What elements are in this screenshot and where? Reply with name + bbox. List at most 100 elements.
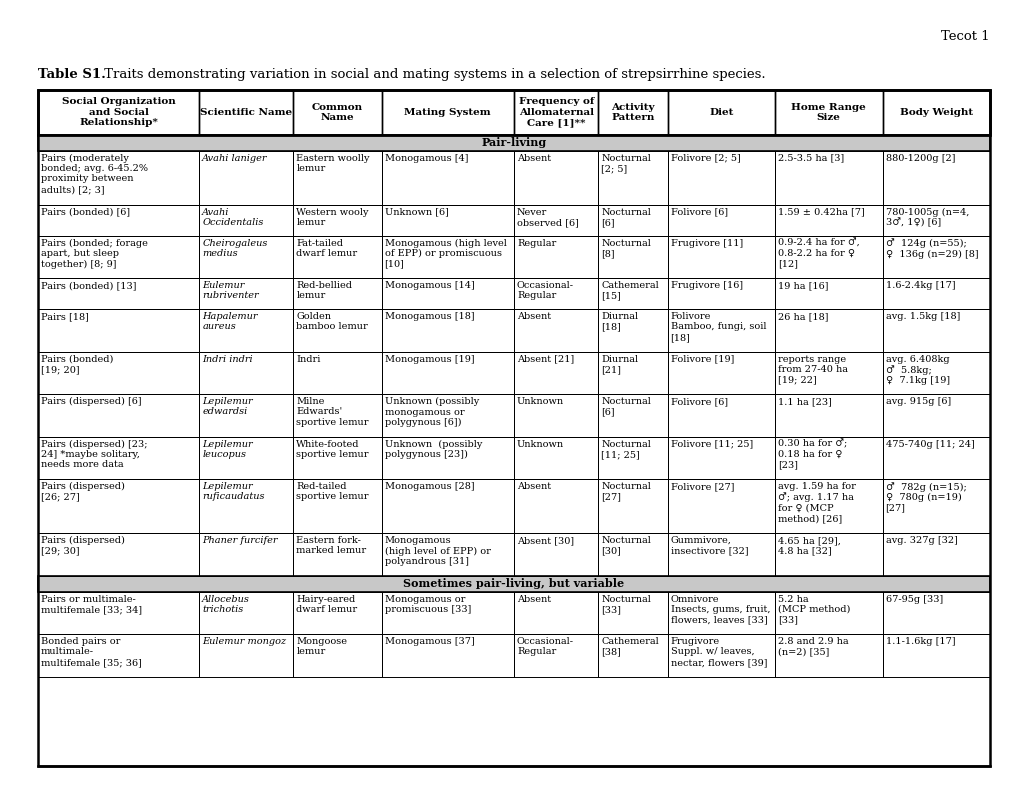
Bar xyxy=(598,278,666,309)
Bar xyxy=(774,351,881,394)
Bar xyxy=(293,351,381,394)
Text: Body Weight: Body Weight xyxy=(899,108,972,117)
Bar xyxy=(199,151,293,205)
Text: Pairs (bonded) [13]: Pairs (bonded) [13] xyxy=(41,281,137,290)
Text: Bonded pairs or
multimale-
multifemale [35; 36]: Bonded pairs or multimale- multifemale [… xyxy=(41,637,142,667)
Bar xyxy=(881,394,989,437)
Bar xyxy=(38,437,199,479)
Bar xyxy=(514,479,598,533)
Text: Social Organization
and Social
Relationship*: Social Organization and Social Relations… xyxy=(62,98,175,127)
Bar xyxy=(293,394,381,437)
Bar xyxy=(199,151,293,205)
Text: Monogamous [28]: Monogamous [28] xyxy=(384,482,474,491)
Text: Folivore [2; 5]: Folivore [2; 5] xyxy=(669,154,740,162)
Text: 26 ha [18]: 26 ha [18] xyxy=(777,312,827,321)
Bar xyxy=(293,634,381,677)
Bar xyxy=(881,533,989,575)
Bar xyxy=(881,151,989,205)
Bar xyxy=(666,236,774,278)
Text: Indri indri: Indri indri xyxy=(202,355,253,363)
Bar xyxy=(514,278,598,309)
Bar xyxy=(598,205,666,236)
Text: Pairs [18]: Pairs [18] xyxy=(41,312,89,321)
Bar xyxy=(881,351,989,394)
Bar xyxy=(598,634,666,677)
Bar xyxy=(293,394,381,437)
Text: Pairs (dispersed)
[26; 27]: Pairs (dispersed) [26; 27] xyxy=(41,482,124,501)
Text: avg. 6.408kg
♂  5.8kg;
♀  7.1kg [19]: avg. 6.408kg ♂ 5.8kg; ♀ 7.1kg [19] xyxy=(884,355,949,385)
Text: Home Range
Size: Home Range Size xyxy=(791,102,865,122)
Bar xyxy=(774,278,881,309)
Bar xyxy=(598,151,666,205)
Text: Pair-living: Pair-living xyxy=(481,137,546,148)
Bar xyxy=(38,309,199,351)
Bar xyxy=(514,151,598,205)
Bar xyxy=(381,236,514,278)
Bar xyxy=(514,479,598,533)
Bar xyxy=(514,351,598,394)
Text: 4.65 ha [29],
4.8 ha [32]: 4.65 ha [29], 4.8 ha [32] xyxy=(777,536,840,556)
Bar xyxy=(774,278,881,309)
Bar xyxy=(774,634,881,677)
Bar xyxy=(881,437,989,479)
Bar xyxy=(199,236,293,278)
Bar xyxy=(774,479,881,533)
Text: Eulemur mongoz: Eulemur mongoz xyxy=(202,637,286,646)
Bar xyxy=(199,278,293,309)
Bar xyxy=(774,90,881,135)
Bar xyxy=(881,479,989,533)
Text: 1.6-2.4kg [17]: 1.6-2.4kg [17] xyxy=(884,281,954,290)
Bar xyxy=(293,205,381,236)
Bar xyxy=(598,278,666,309)
Bar xyxy=(38,533,199,575)
Text: Sometimes pair-living, but variable: Sometimes pair-living, but variable xyxy=(404,578,624,589)
Bar xyxy=(38,479,199,533)
Text: Hairy-eared
dwarf lemur: Hairy-eared dwarf lemur xyxy=(296,594,357,614)
Bar xyxy=(666,479,774,533)
Text: Folivore [6]: Folivore [6] xyxy=(669,207,727,217)
Bar xyxy=(598,351,666,394)
Bar xyxy=(881,592,989,634)
Bar xyxy=(666,278,774,309)
Bar xyxy=(293,533,381,575)
Bar xyxy=(774,236,881,278)
Bar xyxy=(666,533,774,575)
Bar xyxy=(666,309,774,351)
Text: reports range
from 27-40 ha
[19; 22]: reports range from 27-40 ha [19; 22] xyxy=(777,355,847,385)
Bar xyxy=(881,90,989,135)
Text: Gummivore,
insectivore [32]: Gummivore, insectivore [32] xyxy=(669,536,748,556)
Text: 2.5-3.5 ha [3]: 2.5-3.5 ha [3] xyxy=(777,154,844,162)
Bar xyxy=(598,479,666,533)
Bar xyxy=(514,634,598,677)
Bar xyxy=(598,309,666,351)
Bar xyxy=(598,309,666,351)
Bar xyxy=(881,309,989,351)
Text: Nocturnal
[6]: Nocturnal [6] xyxy=(601,207,651,227)
Text: Phaner furcifer: Phaner furcifer xyxy=(202,536,277,545)
Bar xyxy=(514,278,598,309)
Bar xyxy=(381,309,514,351)
Bar xyxy=(514,592,598,634)
Bar xyxy=(774,634,881,677)
Bar xyxy=(666,151,774,205)
Bar xyxy=(598,437,666,479)
Text: Mating System: Mating System xyxy=(405,108,490,117)
Bar xyxy=(514,90,598,135)
Bar xyxy=(293,236,381,278)
Bar xyxy=(381,592,514,634)
Text: Indri: Indri xyxy=(296,355,320,363)
Bar xyxy=(666,437,774,479)
Bar xyxy=(598,90,666,135)
Bar xyxy=(598,533,666,575)
Bar xyxy=(774,151,881,205)
Bar xyxy=(598,394,666,437)
Bar xyxy=(881,437,989,479)
Text: Avahi
Occidentalis: Avahi Occidentalis xyxy=(202,207,263,227)
Text: Omnivore
Insects, gums, fruit,
flowers, leaves [33]: Omnivore Insects, gums, fruit, flowers, … xyxy=(669,594,769,624)
Text: Nocturnal
[2; 5]: Nocturnal [2; 5] xyxy=(601,154,651,173)
Bar xyxy=(666,309,774,351)
Text: Unknown [6]: Unknown [6] xyxy=(384,207,448,217)
Text: Never
observed [6]: Never observed [6] xyxy=(517,207,579,227)
Text: Nocturnal
[11; 25]: Nocturnal [11; 25] xyxy=(601,440,651,459)
Bar xyxy=(514,151,598,205)
